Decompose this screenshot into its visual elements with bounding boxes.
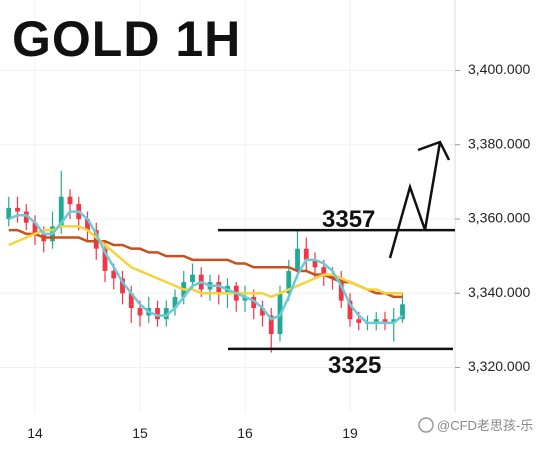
candle-body (85, 218, 90, 231)
candle-body (111, 270, 117, 279)
candle-body (67, 196, 73, 205)
projection-arrow (388, 141, 442, 259)
candle-body (102, 248, 108, 271)
candle-body (338, 278, 344, 301)
candle-body (163, 308, 169, 320)
candle-body (172, 296, 178, 309)
candle-body (190, 274, 195, 283)
candle-body (330, 274, 335, 279)
moving-average (8, 210, 404, 325)
candle-body (216, 282, 222, 294)
watermark: @CFD老思孩-乐 (437, 418, 533, 433)
y-tick-label: 3,400.000 (468, 61, 530, 77)
x-tick-label: 15 (132, 425, 148, 441)
candle-body (93, 230, 99, 249)
candle-body (356, 319, 362, 323)
candle-body (321, 267, 327, 275)
candle-body (6, 207, 12, 219)
y-tick-label: 3,380.000 (468, 135, 530, 151)
candle-body (128, 293, 134, 309)
x-tick-label: 14 (27, 425, 43, 441)
candle-body (286, 270, 292, 294)
candle-body (268, 315, 274, 335)
y-tick-label: 3,340.000 (468, 284, 530, 300)
candle-body (391, 319, 397, 323)
candle-body (251, 296, 257, 309)
candle-body (155, 308, 160, 320)
candle-body (15, 207, 20, 212)
candle-body (120, 278, 125, 294)
candle-body (32, 222, 38, 234)
candle-body (382, 319, 388, 323)
y-tick-label: 3,320.000 (468, 358, 530, 374)
candle-body (58, 196, 64, 227)
candle-body (303, 248, 309, 260)
candle-body (242, 296, 248, 301)
watermark-icon (418, 417, 434, 433)
candle-body (260, 308, 265, 316)
chart-title: GOLD 1H (12, 11, 241, 67)
candle-body (295, 248, 300, 271)
x-tick-label: 19 (342, 425, 358, 441)
candle-body (373, 319, 379, 323)
y-tick-label: 3,360.000 (468, 210, 530, 226)
x-tick-label: 16 (237, 425, 253, 441)
level-label: 3357 (322, 206, 375, 233)
arrow-head (417, 140, 451, 161)
candle-body (312, 259, 318, 268)
plot-area (0, 0, 460, 412)
level-label: 3325 (328, 352, 381, 379)
candle-body (347, 300, 353, 320)
candle-body (400, 304, 405, 320)
candle-body (23, 211, 29, 223)
candle-body (137, 308, 143, 316)
